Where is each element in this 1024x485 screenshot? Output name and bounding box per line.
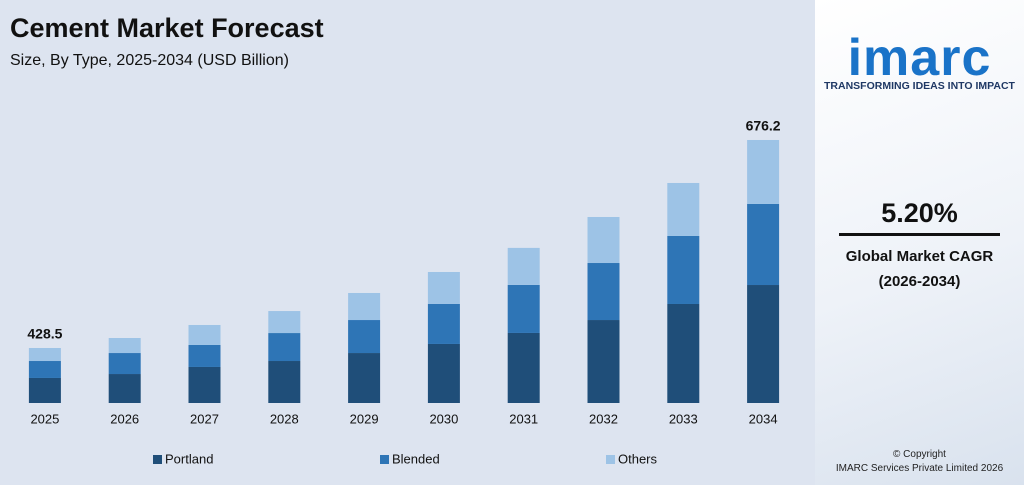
bar-segment [28, 377, 61, 403]
bar-segment [268, 311, 301, 334]
cagr-label: Global Market CAGR [845, 248, 994, 265]
x-tick-label: 2027 [190, 411, 219, 426]
bar-segment [427, 271, 460, 304]
bar-segment [108, 338, 141, 354]
bar-segment [747, 285, 780, 403]
bar-segment [427, 303, 460, 344]
logo: imarc [847, 29, 992, 87]
bar-segment [587, 320, 620, 403]
bar-segment [188, 366, 221, 403]
chart-title: Cement Market Forecast [10, 13, 324, 43]
bar-segment [268, 361, 301, 403]
bar-segment [427, 343, 460, 403]
chart: Cement Market Forecast Size, By Type, 20… [10, 13, 781, 466]
cagr-period: (2026-2034) [878, 273, 961, 290]
total-label: 676.2 [746, 118, 781, 134]
tagline: TRANSFORMING IDEAS INTO IMPACT [824, 80, 1015, 92]
legend-swatch [380, 455, 389, 464]
legend-label: Others [618, 451, 658, 466]
bar-segment [108, 353, 141, 375]
bar-segment [587, 216, 620, 264]
total-label: 428.5 [27, 326, 62, 342]
x-tick-label: 2026 [110, 411, 139, 426]
x-tick-label: 2025 [30, 411, 59, 426]
legend-label: Blended [392, 451, 440, 466]
bar-segment [507, 284, 540, 333]
company: IMARC Services Private Limited 2026 [835, 463, 1004, 474]
bar-segment [587, 263, 620, 321]
bar-segment [188, 324, 221, 345]
chart-subtitle: Size, By Type, 2025-2034 (USD Billion) [10, 52, 289, 69]
bar-segment [667, 182, 700, 236]
bar-segment [348, 292, 381, 321]
legend-swatch [153, 455, 162, 464]
bar-segment [28, 347, 61, 362]
bar-segment [28, 361, 61, 378]
bar-segment [747, 139, 780, 204]
bar-segment [667, 235, 700, 304]
x-tick-label: 2032 [589, 411, 618, 426]
bar-segment [268, 333, 301, 362]
bar-segment [507, 247, 540, 285]
bar-segment [747, 203, 780, 286]
copyright: © Copyright [893, 449, 946, 460]
bar-segment [507, 332, 540, 403]
x-tick-label: 2031 [509, 411, 538, 426]
x-tick-label: 2030 [429, 411, 458, 426]
cagr-value: 5.20% [881, 198, 958, 228]
bar-segment [348, 353, 381, 403]
x-tick-label: 2033 [669, 411, 698, 426]
bar-segment [188, 344, 221, 367]
x-tick-label: 2028 [270, 411, 299, 426]
legend-swatch [606, 455, 615, 464]
bar-segment [108, 374, 141, 403]
bar-segment [348, 320, 381, 354]
x-tick-label: 2034 [749, 411, 778, 426]
x-tick-label: 2029 [350, 411, 379, 426]
bar-segment [667, 303, 700, 403]
sidebar: imarc TRANSFORMING IDEAS INTO IMPACT 5.2… [815, 0, 1024, 485]
legend-label: Portland [165, 451, 213, 466]
divider [839, 233, 1000, 236]
